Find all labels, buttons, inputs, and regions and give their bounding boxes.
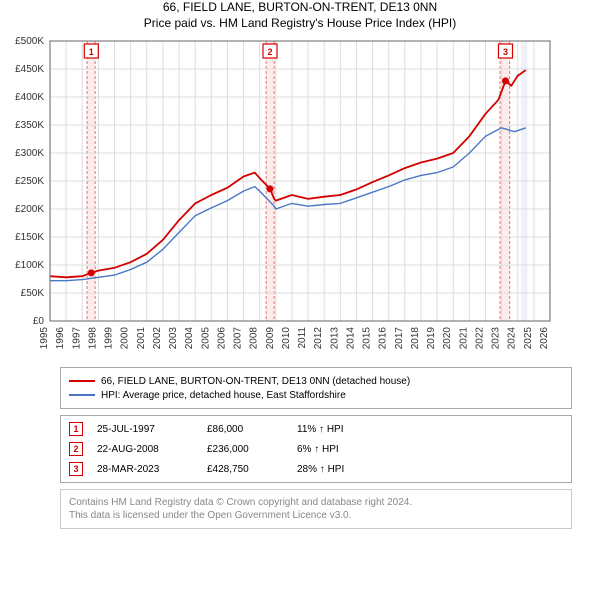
chart-subtitle: Price paid vs. HM Land Registry's House … — [0, 16, 600, 32]
svg-text:£400K: £400K — [15, 92, 44, 103]
legend-item: HPI: Average price, detached house, East… — [69, 388, 563, 402]
svg-text:2024: 2024 — [507, 327, 518, 350]
legend-swatch — [69, 394, 95, 396]
legend-label: 66, FIELD LANE, BURTON-ON-TRENT, DE13 0N… — [101, 376, 410, 387]
svg-text:1996: 1996 — [55, 327, 66, 350]
svg-text:£150K: £150K — [15, 232, 44, 243]
svg-text:2019: 2019 — [426, 327, 437, 350]
svg-text:2004: 2004 — [184, 327, 195, 350]
svg-text:2016: 2016 — [378, 327, 389, 350]
event-delta: 6% ↑ HPI — [297, 444, 563, 455]
svg-text:3: 3 — [503, 47, 508, 57]
svg-text:2010: 2010 — [281, 327, 292, 350]
svg-text:2012: 2012 — [313, 327, 324, 350]
event-marker: 1 — [69, 422, 83, 436]
svg-text:2026: 2026 — [539, 327, 550, 350]
svg-text:2013: 2013 — [329, 327, 340, 350]
event-delta: 11% ↑ HPI — [297, 424, 563, 435]
event-date: 25-JUL-1997 — [97, 424, 207, 435]
svg-text:2002: 2002 — [152, 327, 163, 350]
legend-item: 66, FIELD LANE, BURTON-ON-TRENT, DE13 0N… — [69, 374, 563, 388]
price-chart: £0 £50K £100K £150K £200K £250K £300K £350K £400… — [0, 31, 560, 361]
svg-text:£50K: £50K — [21, 288, 45, 299]
chart-title: 66, FIELD LANE, BURTON-ON-TRENT, DE13 0N… — [0, 0, 600, 16]
svg-text:£200K: £200K — [15, 204, 44, 215]
event-marker: 2 — [69, 442, 83, 456]
svg-text:1995: 1995 — [39, 327, 50, 350]
svg-text:2001: 2001 — [136, 327, 147, 350]
svg-text:£500K: £500K — [15, 36, 44, 47]
svg-text:2009: 2009 — [265, 327, 276, 350]
license-line-2: This data is licensed under the Open Gov… — [69, 509, 563, 522]
svg-text:2000: 2000 — [120, 327, 131, 350]
svg-text:2014: 2014 — [345, 327, 356, 350]
svg-text:1: 1 — [89, 47, 94, 57]
event-marker: 3 — [69, 462, 83, 476]
svg-text:2021: 2021 — [458, 327, 469, 350]
events-table: 1 25-JUL-1997£86,00011% ↑ HPI 2 22-AUG-2008… — [60, 415, 572, 483]
svg-text:£450K: £450K — [15, 64, 44, 75]
svg-text:£350K: £350K — [15, 120, 44, 131]
svg-text:2: 2 — [267, 47, 272, 57]
svg-text:£0: £0 — [33, 316, 45, 327]
svg-text:2003: 2003 — [168, 327, 179, 350]
event-delta: 28% ↑ HPI — [297, 464, 563, 475]
event-date: 28-MAR-2023 — [97, 464, 207, 475]
svg-text:2020: 2020 — [442, 327, 453, 350]
svg-text:2008: 2008 — [249, 327, 260, 350]
legend-label: HPI: Average price, detached house, East… — [101, 390, 346, 401]
event-price: £86,000 — [207, 424, 297, 435]
event-price: £236,000 — [207, 444, 297, 455]
svg-text:£250K: £250K — [15, 176, 44, 187]
svg-text:2006: 2006 — [216, 327, 227, 350]
svg-text:£300K: £300K — [15, 148, 44, 159]
svg-text:1998: 1998 — [87, 327, 98, 350]
legend-swatch — [69, 380, 95, 382]
svg-text:2023: 2023 — [491, 327, 502, 350]
event-price: £428,750 — [207, 464, 297, 475]
svg-text:2011: 2011 — [297, 327, 308, 349]
license-line-1: Contains HM Land Registry data © Crown c… — [69, 496, 563, 509]
svg-text:2025: 2025 — [523, 327, 534, 350]
svg-text:2005: 2005 — [200, 327, 211, 350]
legend: 66, FIELD LANE, BURTON-ON-TRENT, DE13 0N… — [60, 367, 572, 409]
svg-text:2007: 2007 — [233, 327, 244, 350]
license-note: Contains HM Land Registry data © Crown c… — [60, 489, 572, 529]
svg-text:2017: 2017 — [394, 327, 405, 350]
svg-text:2018: 2018 — [410, 327, 421, 350]
event-date: 22-AUG-2008 — [97, 444, 207, 455]
svg-text:1999: 1999 — [104, 327, 115, 350]
svg-text:£100K: £100K — [15, 260, 44, 271]
svg-text:2022: 2022 — [474, 327, 485, 350]
svg-text:1997: 1997 — [71, 327, 82, 350]
svg-text:2015: 2015 — [362, 327, 373, 350]
